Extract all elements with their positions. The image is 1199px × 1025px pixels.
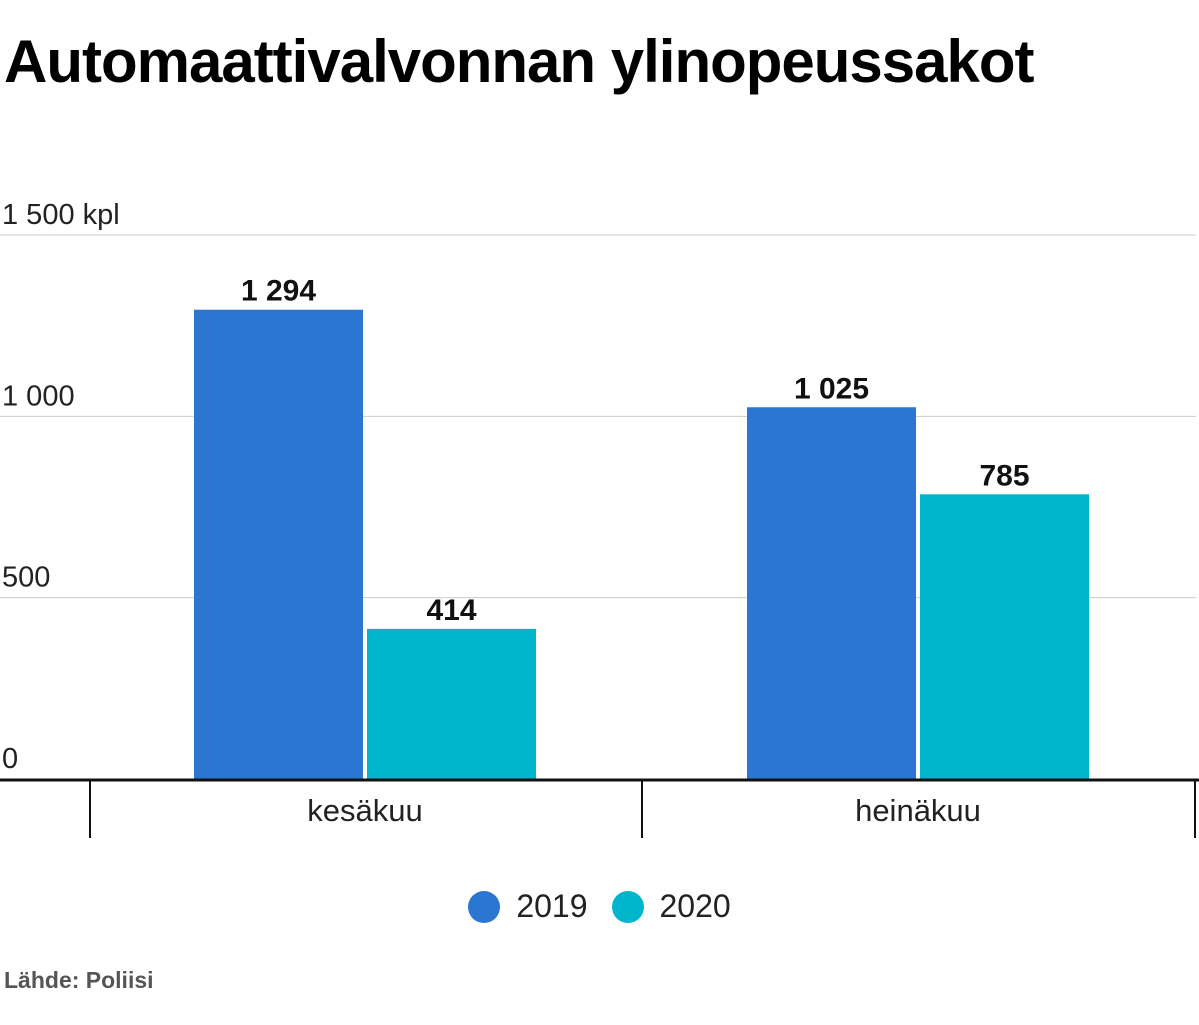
bar-value-label: 414 xyxy=(426,594,476,627)
x-axis: kesäkuu heinäkuu xyxy=(0,778,1199,838)
y-tick-label: 500 xyxy=(2,562,50,594)
bars xyxy=(194,309,1089,779)
bar-2019-heinäkuu xyxy=(747,407,916,779)
x-category-label: kesäkuu xyxy=(307,793,422,828)
bar-value-label: 1 025 xyxy=(794,372,869,405)
y-axis-ticks: 0 500 1 000 1 500 kpl xyxy=(2,199,120,775)
y-tick-label: 1 500 kpl xyxy=(2,199,120,231)
y-tick-label: 1 000 xyxy=(2,380,75,412)
legend: 2019 2020 xyxy=(0,888,1199,925)
x-category-label: heinäkuu xyxy=(855,793,981,828)
chart-title: Automaattivalvonnan ylinopeussakot xyxy=(4,28,1035,95)
bar-value-labels: 1 294 414 1 025 785 xyxy=(241,275,1030,627)
legend-item-2020: 2020 xyxy=(611,888,731,925)
legend-item-2019: 2019 xyxy=(468,888,588,925)
bar-chart: 0 500 1 000 1 500 kpl 1 294 414 1 025 785 kesä… xyxy=(0,199,1199,838)
source-note: Lähde: Poliisi xyxy=(4,967,154,993)
bar-2019-kesäkuu xyxy=(194,309,363,779)
legend-label-2020: 2020 xyxy=(659,888,731,924)
y-tick-label: 0 xyxy=(2,743,18,775)
legend-swatch-2019 xyxy=(468,890,501,923)
legend-label-2019: 2019 xyxy=(516,888,588,924)
bar-2020-kesäkuu xyxy=(367,628,536,779)
bar-2020-heinäkuu xyxy=(920,494,1089,779)
bar-value-label: 1 294 xyxy=(241,275,316,308)
legend-swatch-2020 xyxy=(611,890,644,923)
bar-value-label: 785 xyxy=(979,459,1029,492)
